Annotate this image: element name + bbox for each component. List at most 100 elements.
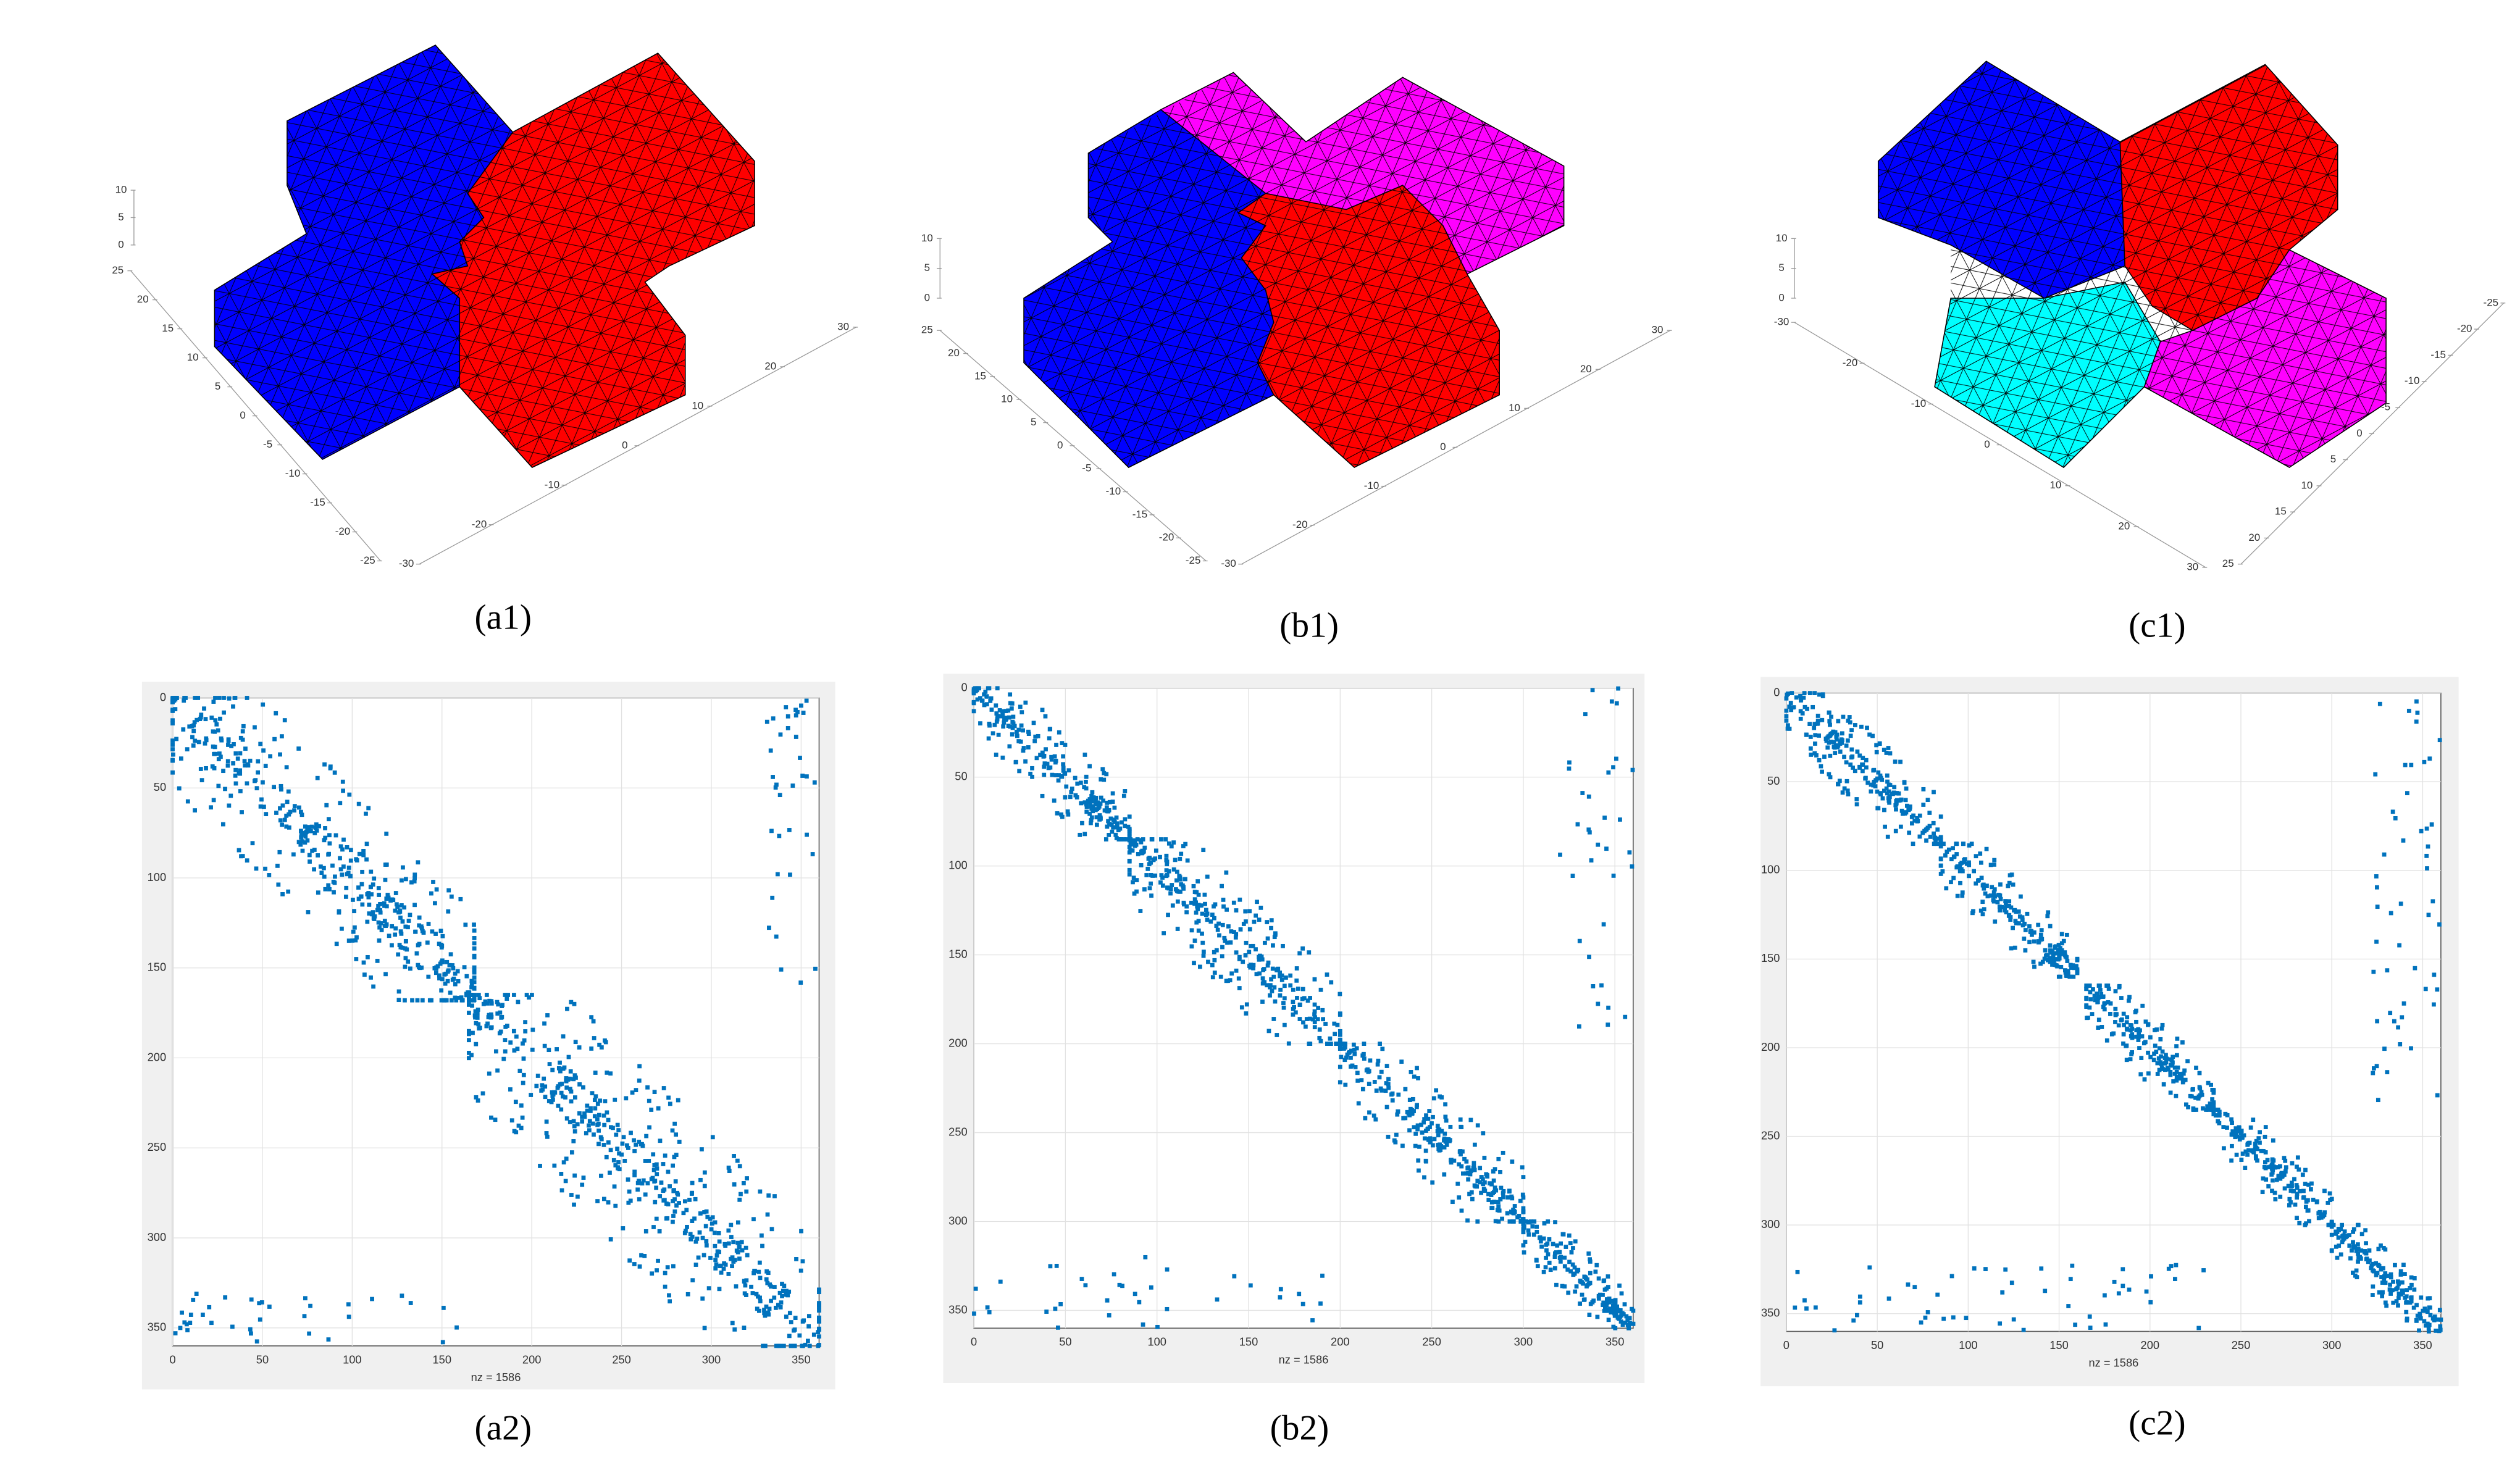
nonzero-dot [616,1160,621,1164]
nonzero-dot [1185,858,1190,863]
nonzero-dot [429,891,433,896]
nonzero-dot [1596,1296,1601,1301]
nonzero-dot [1557,1250,1562,1255]
nonzero-dot [2380,1280,2385,1285]
x-tick-label: 50 [1059,1335,1071,1348]
nonzero-dot [1419,1122,1423,1127]
nonzero-dot [766,1310,771,1315]
nonzero-dot [280,822,285,827]
nonzero-dot [1547,1237,1552,1242]
nonzero-dot [772,1295,777,1300]
nonzero-dot [1998,908,2003,912]
nonzero-dot [180,1310,184,1315]
nonzero-dot [982,692,986,697]
nonzero-dot [312,867,316,872]
nonzero-dot [2254,1138,2259,1143]
nonzero-dot [726,1228,731,1233]
nonzero-dot [1164,868,1169,873]
y-tick-label: 300 [148,1230,166,1243]
nonzero-dot [2007,899,2012,904]
nonzero-dot [1266,1029,1271,1034]
nonzero-dot [464,974,469,979]
nonzero-dot [709,1227,714,1232]
nonzero-dot [2392,1019,2397,1024]
tick-label: 10 [692,399,703,411]
nonzero-dot [1472,1167,1477,1172]
nonzero-dot [1234,932,1239,937]
nonzero-dot [2174,1078,2179,1083]
nonzero-dot [1788,701,1793,705]
nonzero-dot [403,956,408,961]
nonzero-dot [655,1172,659,1177]
nonzero-dot [1507,1188,1512,1193]
nonzero-dot [1534,1258,1539,1263]
nonzero-dot [619,1152,624,1157]
nonzero-dot [1061,766,1066,770]
nonzero-dot [240,854,245,858]
nonzero-dot [1090,809,1095,814]
nonzero-dot [1543,1265,1548,1270]
nonzero-dot [1864,765,1869,770]
nonzero-dot [2043,1288,2048,1293]
tick-label: 0 [2356,427,2362,439]
nonzero-dot [2011,882,2016,887]
nonzero-dot [655,1268,659,1272]
nonzero-dot [2237,1128,2242,1132]
nonzero-dot [1604,1307,1609,1312]
nonzero-dot [182,698,186,703]
nonzero-dot [2287,1203,2292,1208]
y-tick-label: 100 [948,859,967,872]
nonzero-dot [240,810,244,814]
nonzero-dot [2009,946,2014,951]
nonzero-dot [657,1229,662,1234]
nonzero-dot [1886,782,1891,787]
nonzero-dot [1935,1292,1940,1297]
nonzero-dot [1798,716,1803,721]
nonzero-dot [1434,1088,1439,1093]
nonzero-dot [1210,963,1215,967]
nonzero-dot [1422,1136,1427,1141]
nonzero-dot [272,737,277,741]
nonzero-dot [1337,1013,1342,1017]
nonzero-dot [2359,1248,2364,1253]
nonzero-dot [2032,930,2037,935]
nonzero-dot [1859,724,1864,729]
nonzero-dot [1098,801,1103,806]
nonzero-dot [1183,841,1188,846]
nonzero-dot [2409,1046,2413,1051]
nonzero-dot [671,1188,676,1193]
nonzero-dot [1127,850,1132,855]
nonzero-dot [741,1181,746,1185]
nonzero-dot [2266,1184,2271,1188]
nonzero-dot [1417,1168,1421,1173]
nonzero-dot [1951,875,1956,880]
nonzero-dot [300,839,305,844]
nonzero-dot [1149,1285,1153,1290]
nonzero-dot [1294,978,1299,983]
nonzero-dot [716,1230,721,1235]
nonzero-dot [710,1215,715,1220]
nonzero-dot [592,1114,597,1119]
nonzero-dot [466,1032,471,1037]
nonzero-dot [816,1343,821,1348]
nonzero-dot [656,1258,660,1263]
nonzero-dot [182,1320,187,1325]
nonzero-dot [1116,837,1121,841]
nonzero-dot [546,1099,551,1103]
nonzero-dot [2136,1027,2141,1032]
nonzero-dot [2388,1282,2392,1287]
nonzero-dot [1354,1046,1359,1051]
nonzero-dot [1271,1017,1276,1021]
nonzero-dot [664,1216,669,1221]
nonzero-dot [2258,1130,2262,1135]
nonzero-dot [2390,1288,2395,1293]
nonzero-dot [1048,1264,1053,1269]
nonzero-dot [2168,1090,2173,1095]
nonzero-dot [185,747,190,752]
nonzero-dot [1935,841,1939,846]
nonzero-dot [2347,1243,2352,1248]
nonzero-dot [1410,1111,1414,1116]
nonzero-dot [792,1343,797,1348]
nonzero-dot [1415,1127,1420,1132]
nonzero-dot [1580,1292,1584,1297]
